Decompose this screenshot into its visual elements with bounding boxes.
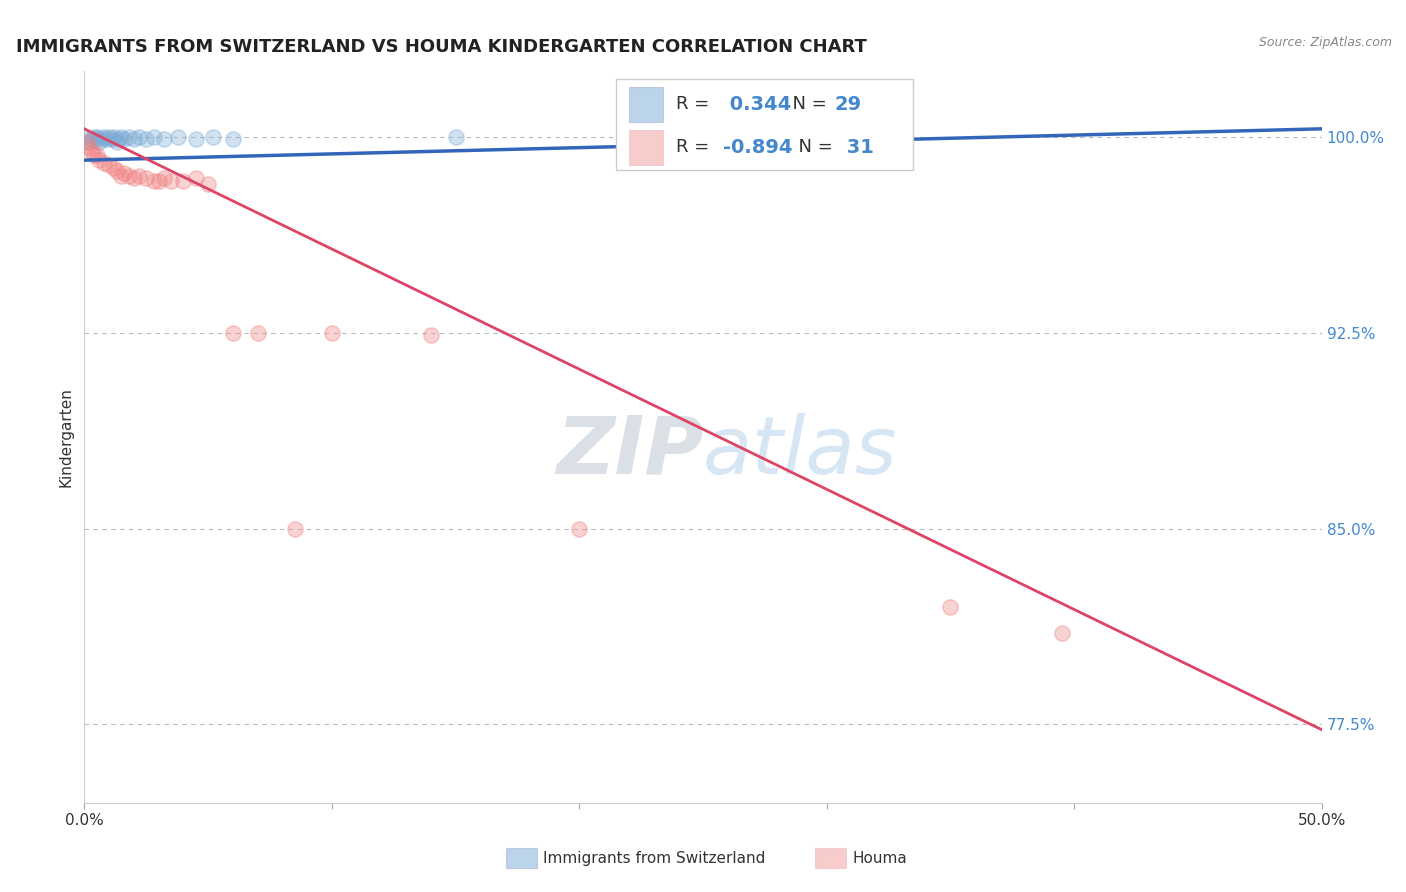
Point xyxy=(93,156,115,170)
FancyBboxPatch shape xyxy=(628,129,664,165)
Point xyxy=(222,326,245,340)
Point xyxy=(284,521,307,535)
Point xyxy=(222,132,245,146)
FancyBboxPatch shape xyxy=(616,78,914,170)
Text: N =: N = xyxy=(787,138,838,156)
Point xyxy=(112,132,135,146)
Point xyxy=(110,169,132,183)
Text: atlas: atlas xyxy=(703,413,898,491)
Point xyxy=(96,132,118,146)
Point xyxy=(419,328,441,343)
Text: Immigrants from Switzerland: Immigrants from Switzerland xyxy=(543,851,765,865)
Point xyxy=(142,174,165,188)
Point xyxy=(83,148,105,162)
Point xyxy=(76,132,98,146)
Point xyxy=(184,132,207,146)
Point xyxy=(172,174,194,188)
Point xyxy=(128,129,150,144)
Point xyxy=(128,169,150,183)
Text: R =: R = xyxy=(676,138,714,156)
Point xyxy=(184,171,207,186)
Point xyxy=(86,132,108,146)
Text: IMMIGRANTS FROM SWITZERLAND VS HOUMA KINDERGARTEN CORRELATION CHART: IMMIGRANTS FROM SWITZERLAND VS HOUMA KIN… xyxy=(17,38,868,56)
Point xyxy=(108,132,131,146)
Point xyxy=(865,129,887,144)
Point xyxy=(135,171,157,186)
Point xyxy=(167,129,190,144)
Point xyxy=(122,132,145,146)
Point xyxy=(939,599,962,614)
Point xyxy=(93,129,115,144)
Point xyxy=(76,135,98,149)
Point xyxy=(122,171,145,186)
Text: Houma: Houma xyxy=(852,851,907,865)
Point xyxy=(1050,626,1073,640)
Text: Source: ZipAtlas.com: Source: ZipAtlas.com xyxy=(1258,36,1392,49)
Point xyxy=(83,129,105,144)
Point xyxy=(148,174,170,188)
Point xyxy=(98,129,121,144)
Text: N =: N = xyxy=(780,95,832,113)
Point xyxy=(202,129,225,144)
Point xyxy=(98,158,121,172)
Y-axis label: Kindergarten: Kindergarten xyxy=(58,387,73,487)
Point xyxy=(79,135,101,149)
Point xyxy=(100,132,122,146)
Point xyxy=(152,171,174,186)
Point xyxy=(160,174,183,188)
Point xyxy=(80,132,103,146)
Point xyxy=(135,132,157,146)
Point xyxy=(90,132,112,146)
Point xyxy=(321,326,343,340)
Text: ZIP: ZIP xyxy=(555,413,703,491)
Point xyxy=(86,148,108,162)
Point xyxy=(444,129,467,144)
Point xyxy=(118,169,141,183)
Point xyxy=(89,135,111,149)
Text: 0.344: 0.344 xyxy=(723,95,792,114)
Text: -0.894: -0.894 xyxy=(723,137,793,157)
Point xyxy=(568,521,591,535)
Point xyxy=(79,140,101,154)
Point xyxy=(118,129,141,144)
Point xyxy=(89,153,111,168)
Point xyxy=(152,132,174,146)
Point xyxy=(197,177,219,191)
Point xyxy=(110,129,132,144)
Point xyxy=(103,161,125,175)
Text: R =: R = xyxy=(676,95,714,113)
Point xyxy=(112,166,135,180)
Text: 31: 31 xyxy=(841,137,875,157)
Point xyxy=(246,326,269,340)
Point xyxy=(105,135,128,149)
Point xyxy=(103,129,125,144)
Point xyxy=(80,145,103,160)
Text: 29: 29 xyxy=(834,95,862,114)
FancyBboxPatch shape xyxy=(628,87,664,122)
Point xyxy=(142,129,165,144)
Point xyxy=(105,163,128,178)
Point xyxy=(86,129,108,144)
